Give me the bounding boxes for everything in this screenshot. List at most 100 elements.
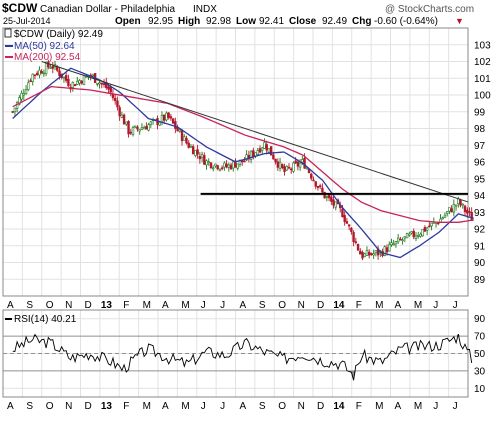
price-candle-body — [180, 130, 184, 142]
price-candle-body — [169, 116, 173, 119]
price-candle-body — [332, 199, 335, 206]
price-y-tick-label: 91 — [474, 241, 486, 252]
price-candle-body — [468, 211, 471, 213]
price-candle-body — [29, 80, 32, 83]
price-candle-body — [272, 154, 275, 160]
header-quote-field: Open — [115, 16, 141, 27]
rsi-line — [12, 333, 473, 381]
price-candle-body — [252, 150, 255, 157]
header-quote-field: 92.98 — [206, 16, 231, 27]
price-candle-body — [165, 112, 168, 121]
price-y-tick-label: 101 — [474, 74, 491, 85]
price-candle-body — [370, 253, 373, 256]
rsi-x-tick-label: D — [317, 401, 324, 412]
price-candle-body — [129, 131, 132, 134]
price-candle-body — [145, 126, 148, 130]
price-candle-body — [82, 75, 86, 86]
price-candle-body — [140, 127, 144, 130]
price-candle-body — [316, 185, 320, 188]
price-x-tick-label: D — [317, 300, 324, 311]
price-candle-body — [265, 144, 268, 151]
price-candle-body — [292, 162, 295, 172]
price-candle-body — [243, 160, 246, 163]
rsi-x-tick-label: A — [7, 401, 14, 412]
header-date: 25-Jul-2014 — [3, 16, 51, 26]
price-candle-body — [334, 201, 337, 208]
price-candle-body — [356, 243, 360, 251]
price-candle-body — [116, 100, 119, 108]
price-candle-body — [441, 217, 444, 220]
price-candle-body — [261, 147, 264, 151]
price-candle-body — [196, 149, 199, 155]
price-candle-body — [160, 115, 164, 123]
rsi-x-tick-label: O — [278, 401, 286, 412]
price-candle-body — [345, 221, 349, 224]
price-candle-body — [216, 165, 219, 170]
price-x-tick-label: O — [46, 300, 54, 311]
rsi-y-tick-label: 70 — [474, 332, 486, 343]
price-x-tick-label: J — [201, 300, 206, 311]
price-candle-body — [147, 124, 150, 131]
price-candle-body — [171, 118, 175, 124]
price-candle-body — [321, 187, 324, 193]
price-candle-body — [323, 191, 326, 199]
price-candle-body — [392, 243, 395, 246]
price-candle-body — [47, 61, 50, 68]
rsi-y-tick-label: 30 — [474, 366, 486, 377]
price-y-tick-label: 92 — [474, 225, 486, 236]
price-candle-body — [281, 163, 284, 169]
price-candle-body — [267, 148, 271, 153]
price-candle-body — [325, 196, 329, 198]
rsi-oversold-fill — [353, 370, 356, 381]
price-y-tick-label: 98 — [474, 124, 486, 135]
price-x-tick-label: M — [181, 300, 189, 311]
price-candle-body — [118, 107, 121, 117]
price-candle-body — [303, 157, 306, 169]
price-candle-body — [40, 70, 43, 74]
rsi-x-tick-label: A — [395, 401, 402, 412]
rsi-x-tick-label: M — [181, 401, 189, 412]
price-x-tick-label: J — [220, 300, 225, 311]
price-y-tick-label: 94 — [474, 191, 486, 202]
price-candle-body — [22, 93, 26, 96]
price-candle-body — [274, 158, 277, 163]
price-candle-body — [127, 121, 130, 135]
header-quote-field: 92.41 — [259, 16, 284, 27]
price-candle-body — [312, 179, 315, 182]
price-candle-body — [254, 152, 257, 157]
price-candle-body — [212, 167, 215, 170]
rsi-x-tick-label: M — [143, 401, 151, 412]
price-candle-body — [78, 80, 81, 84]
price-candle-body — [327, 194, 331, 199]
price-candle-body — [232, 161, 235, 169]
price-candle-body — [425, 227, 429, 231]
rsi-x-tick-label: N — [298, 401, 305, 412]
price-candle-body — [294, 160, 297, 164]
price-candle-body — [365, 250, 369, 256]
price-x-tick-label: J — [453, 300, 458, 311]
price-candle-body — [236, 163, 239, 169]
rsi-x-tick-label: D — [85, 401, 92, 412]
rsi-x-tick-label: S — [26, 401, 33, 412]
price-candle-body — [390, 242, 393, 246]
price-candle-body — [347, 224, 351, 227]
rsi-x-tick-label: 13 — [101, 401, 113, 412]
price-candle-body — [385, 247, 389, 253]
price-candle-body — [185, 137, 188, 144]
price-candle-body — [51, 66, 54, 69]
price-y-tick-label: 99 — [474, 107, 486, 118]
price-candle-body — [203, 155, 206, 165]
price-candle-body — [394, 241, 398, 245]
price-candle-body — [363, 253, 366, 257]
rsi-x-tick-label: J — [453, 401, 458, 412]
price-candle-body — [136, 126, 139, 130]
rsi-x-tick-label: F — [356, 401, 362, 412]
price-candle-body — [131, 127, 135, 135]
candle-legend-icon — [4, 28, 12, 38]
rsi-x-tick-label: M — [375, 401, 383, 412]
header-quote-field: 92.49 — [322, 16, 347, 27]
price-candle-body — [245, 154, 248, 161]
rsi-x-tick-label: M — [414, 401, 422, 412]
rsi-x-tick-label: 14 — [333, 401, 345, 412]
rsi-x-tick-label: A — [240, 401, 247, 412]
